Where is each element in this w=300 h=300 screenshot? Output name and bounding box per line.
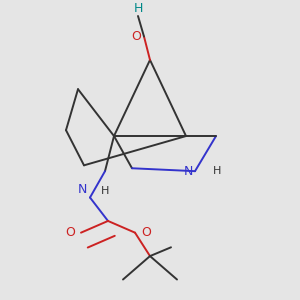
Text: H: H xyxy=(100,186,109,196)
Text: N: N xyxy=(78,183,87,196)
Text: O: O xyxy=(65,226,75,239)
Text: O: O xyxy=(141,226,151,239)
Text: H: H xyxy=(133,2,143,14)
Text: O: O xyxy=(131,30,141,43)
Text: H: H xyxy=(213,166,221,176)
Text: N: N xyxy=(184,165,194,178)
